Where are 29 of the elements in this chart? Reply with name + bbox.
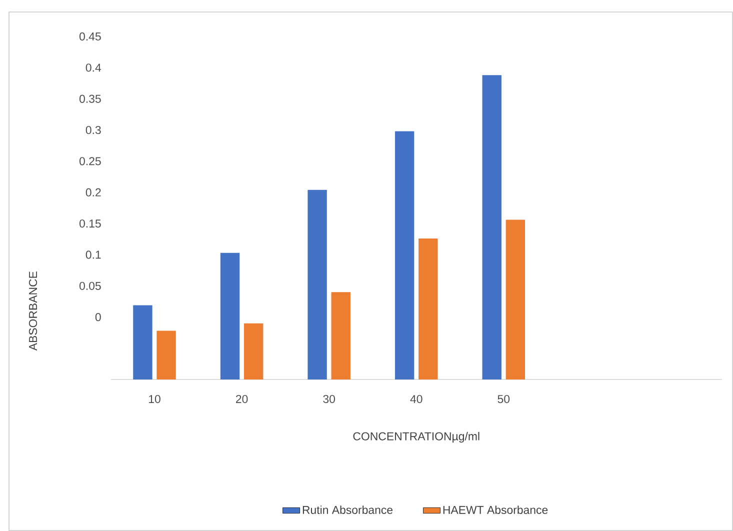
x-tick-label: 40 (410, 394, 422, 404)
y-tick-label: 0.25 (79, 157, 101, 166)
bar (133, 305, 152, 380)
y-tick-label: 0.1 (86, 250, 101, 259)
bar (394, 131, 414, 380)
y-tick-label: 0.05 (79, 282, 101, 290)
bar (308, 190, 327, 380)
y-tick-label: 0.35 (79, 94, 101, 103)
bar (331, 292, 350, 380)
y-axis-title: ABSORBANCE (28, 272, 38, 351)
bar (156, 330, 176, 380)
bar (220, 252, 240, 380)
legend-label: HAEWT Absorbance (443, 506, 548, 514)
x-tick-label: 20 (236, 394, 248, 404)
x-tick-label: 10 (149, 394, 160, 404)
x-tick-label: 50 (498, 394, 510, 404)
bar (506, 220, 526, 380)
legend-label: Rutin Absorbance (302, 506, 393, 514)
bar (418, 238, 438, 380)
bar (244, 323, 264, 380)
y-tick-label: 0 (95, 313, 101, 322)
bar (482, 75, 502, 380)
y-tick-label: 0.45 (79, 32, 101, 41)
x-tick-label: 30 (323, 394, 335, 404)
y-tick-label: 0.15 (79, 219, 101, 228)
y-tick-label: 0.4 (86, 64, 101, 72)
y-tick-label: 0.3 (86, 126, 101, 134)
x-axis-title: CONCENTRATIONµg/ml (353, 432, 480, 443)
y-tick-label: 0.2 (86, 188, 101, 196)
